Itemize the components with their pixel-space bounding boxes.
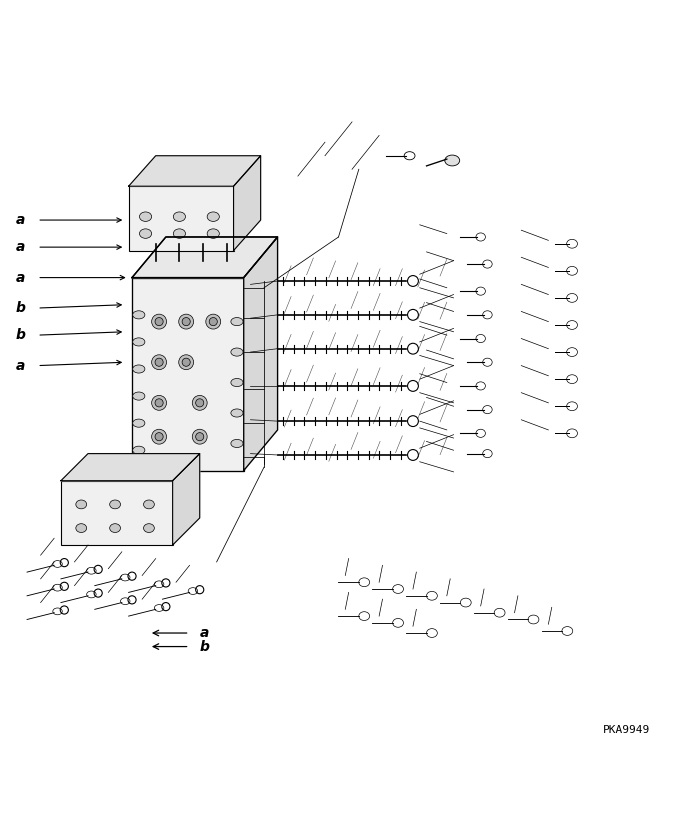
Ellipse shape <box>133 419 145 427</box>
Text: a: a <box>16 240 25 254</box>
Ellipse shape <box>155 317 163 325</box>
Ellipse shape <box>139 212 152 221</box>
Ellipse shape <box>133 338 145 346</box>
Text: a: a <box>16 358 25 373</box>
Ellipse shape <box>139 229 152 239</box>
Ellipse shape <box>133 446 145 454</box>
Polygon shape <box>129 156 261 186</box>
FancyBboxPatch shape <box>129 186 234 250</box>
Ellipse shape <box>144 500 154 509</box>
Ellipse shape <box>223 241 231 246</box>
Polygon shape <box>61 453 200 481</box>
Ellipse shape <box>144 524 154 533</box>
Ellipse shape <box>152 241 160 246</box>
Text: b: b <box>16 328 25 342</box>
Ellipse shape <box>110 500 121 509</box>
Ellipse shape <box>182 317 190 325</box>
Ellipse shape <box>76 500 87 509</box>
Text: PKA9949: PKA9949 <box>603 724 650 734</box>
Ellipse shape <box>192 430 207 444</box>
Ellipse shape <box>231 348 243 356</box>
Ellipse shape <box>152 355 167 370</box>
Ellipse shape <box>445 155 460 166</box>
Ellipse shape <box>152 314 167 329</box>
Ellipse shape <box>179 355 194 370</box>
Ellipse shape <box>207 212 219 221</box>
Ellipse shape <box>231 317 243 325</box>
Ellipse shape <box>173 212 185 221</box>
Text: b: b <box>200 639 210 653</box>
Ellipse shape <box>155 399 163 407</box>
Ellipse shape <box>196 433 204 441</box>
Ellipse shape <box>175 241 183 246</box>
Polygon shape <box>234 156 261 250</box>
Ellipse shape <box>133 365 145 373</box>
Ellipse shape <box>76 524 87 533</box>
Ellipse shape <box>155 433 163 441</box>
Ellipse shape <box>110 524 121 533</box>
Polygon shape <box>244 237 278 471</box>
Text: a: a <box>200 626 209 640</box>
FancyBboxPatch shape <box>132 278 244 471</box>
Ellipse shape <box>133 311 145 319</box>
FancyBboxPatch shape <box>61 481 173 545</box>
Text: a: a <box>16 213 25 227</box>
Ellipse shape <box>192 396 207 411</box>
Ellipse shape <box>209 317 217 325</box>
Ellipse shape <box>231 378 243 387</box>
Ellipse shape <box>182 358 190 366</box>
Polygon shape <box>132 237 278 278</box>
Text: b: b <box>16 301 25 315</box>
Polygon shape <box>173 453 200 545</box>
Ellipse shape <box>179 314 194 329</box>
Ellipse shape <box>231 439 243 448</box>
Ellipse shape <box>231 409 243 417</box>
Ellipse shape <box>207 229 219 239</box>
Ellipse shape <box>199 241 207 246</box>
Ellipse shape <box>196 399 204 407</box>
Ellipse shape <box>133 392 145 400</box>
Text: a: a <box>16 271 25 285</box>
Ellipse shape <box>152 396 167 411</box>
Ellipse shape <box>173 229 185 239</box>
Ellipse shape <box>206 314 221 329</box>
Ellipse shape <box>155 358 163 366</box>
Ellipse shape <box>152 430 167 444</box>
